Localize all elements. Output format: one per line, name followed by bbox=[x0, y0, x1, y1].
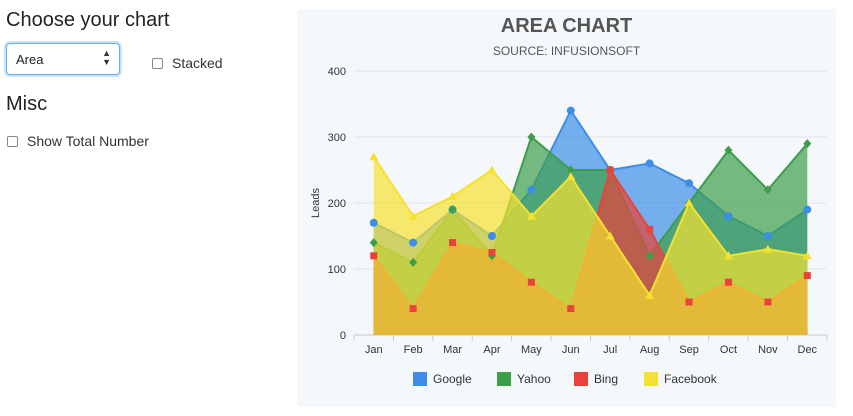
point-google bbox=[487, 232, 496, 240]
legend-label-bing: Bing bbox=[594, 372, 618, 386]
legend-label-yahoo: Yahoo bbox=[517, 372, 551, 386]
point-facebook bbox=[763, 244, 773, 253]
y-axis-label: Leads bbox=[310, 188, 322, 218]
point-google bbox=[763, 232, 772, 240]
point-facebook bbox=[723, 251, 733, 260]
point-google bbox=[645, 159, 654, 168]
point-bing bbox=[370, 252, 378, 260]
point-google bbox=[566, 106, 575, 115]
point-bing bbox=[606, 166, 614, 174]
point-yahoo bbox=[645, 251, 654, 261]
area-facebook bbox=[373, 156, 808, 335]
chart-title: AREA CHART bbox=[500, 15, 633, 37]
x-tick-label: Jul bbox=[603, 344, 617, 356]
legend-label-google: Google bbox=[433, 372, 472, 386]
legend-swatch-facebook bbox=[644, 372, 658, 386]
legend-swatch-yahoo bbox=[497, 372, 511, 386]
x-tick-label: May bbox=[521, 344, 542, 356]
stacked-option[interactable]: Stacked bbox=[152, 55, 223, 71]
y-tick-label: 400 bbox=[328, 66, 346, 78]
point-facebook bbox=[605, 231, 615, 240]
point-yahoo bbox=[763, 185, 772, 195]
misc-heading: Misc bbox=[6, 93, 48, 115]
point-bing bbox=[764, 298, 772, 306]
x-tick-label: Mar bbox=[443, 344, 462, 356]
point-yahoo bbox=[566, 165, 575, 175]
point-google bbox=[369, 218, 378, 227]
point-yahoo bbox=[803, 139, 812, 149]
y-tick-label: 200 bbox=[328, 198, 346, 210]
point-facebook bbox=[369, 152, 379, 161]
point-google bbox=[409, 238, 418, 247]
point-yahoo bbox=[409, 257, 418, 267]
point-bing bbox=[449, 239, 457, 247]
stacked-checkbox[interactable] bbox=[152, 57, 163, 69]
point-facebook bbox=[408, 211, 418, 220]
point-google bbox=[803, 205, 812, 214]
x-tick-label: Feb bbox=[404, 344, 423, 356]
point-bing bbox=[724, 278, 732, 286]
select-arrows-icon: ▲ ▼ bbox=[102, 48, 111, 67]
y-tick-label: 0 bbox=[340, 330, 346, 342]
chart-subtitle: SOURCE: INFUSIONSOFT bbox=[492, 44, 641, 58]
point-yahoo bbox=[724, 145, 733, 155]
show-total-checkbox[interactable] bbox=[7, 135, 18, 147]
point-facebook bbox=[645, 290, 655, 299]
y-tick-label: 100 bbox=[328, 264, 346, 276]
point-yahoo bbox=[527, 132, 536, 142]
point-google bbox=[724, 212, 733, 221]
point-bing bbox=[646, 225, 654, 233]
x-tick-label: Apr bbox=[483, 344, 500, 356]
legend-label-facebook: Facebook bbox=[664, 372, 718, 386]
line-facebook bbox=[372, 156, 808, 298]
point-facebook bbox=[526, 211, 536, 220]
x-tick-label: Dec bbox=[798, 344, 818, 356]
point-facebook bbox=[448, 191, 458, 200]
point-bing bbox=[527, 278, 535, 286]
chart-type-select[interactable]: Area ▲ ▼ bbox=[6, 43, 120, 75]
x-tick-label: Nov bbox=[758, 344, 778, 356]
point-google bbox=[685, 179, 694, 188]
x-tick-label: Aug bbox=[640, 344, 660, 356]
point-yahoo bbox=[448, 205, 457, 215]
point-bing bbox=[409, 305, 417, 313]
point-facebook bbox=[487, 165, 497, 174]
point-bing bbox=[685, 298, 693, 306]
x-tick-label: Sep bbox=[679, 344, 699, 356]
y-tick-label: 300 bbox=[328, 132, 346, 144]
x-tick-label: Jun bbox=[562, 344, 580, 356]
point-facebook bbox=[802, 251, 812, 260]
x-tick-label: Oct bbox=[720, 344, 737, 356]
x-tick-label: Jan bbox=[365, 344, 383, 356]
point-bing bbox=[567, 305, 575, 313]
point-facebook bbox=[684, 198, 694, 207]
point-yahoo bbox=[369, 238, 378, 248]
controls-panel: Choose your chart Area ▲ ▼ Stacked Misc S… bbox=[0, 0, 290, 416]
legend-swatch-google bbox=[413, 372, 427, 386]
show-total-option[interactable]: Show Total Number bbox=[7, 133, 149, 149]
point-bing bbox=[488, 249, 496, 256]
show-total-label: Show Total Number bbox=[27, 133, 149, 149]
chart-type-value: Area bbox=[16, 52, 44, 67]
stacked-label: Stacked bbox=[172, 55, 223, 71]
chart-panel: AREA CHART SOURCE: INFUSIONSOFT 0 100 200 3… bbox=[297, 9, 836, 407]
legend-swatch-bing bbox=[574, 372, 588, 386]
point-bing bbox=[803, 272, 811, 280]
point-facebook bbox=[566, 172, 576, 181]
choose-chart-heading: Choose your chart bbox=[6, 9, 170, 31]
area-chart: 0 100 200 300 400 Jan Feb Mar Apr May Jun Jul Aug Sep… bbox=[310, 66, 828, 386]
point-google bbox=[527, 185, 536, 194]
